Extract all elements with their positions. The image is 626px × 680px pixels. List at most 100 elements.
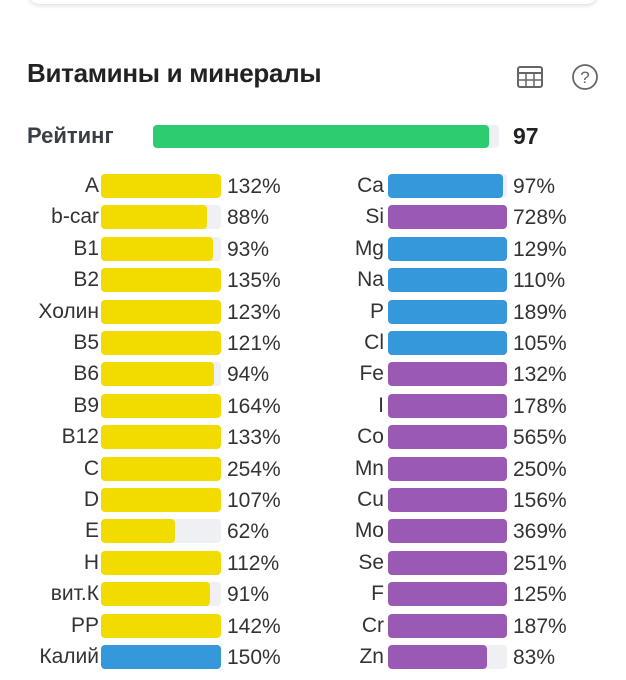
nutrient-row: Na 110% <box>0 267 626 293</box>
nutrient-bar <box>101 613 221 638</box>
nutrient-percent: 97% <box>513 175 556 198</box>
nutrient-percent: 132% <box>513 363 567 387</box>
nutrient-bar <box>101 488 221 512</box>
nutrient-bar-fill <box>388 488 507 512</box>
rating-bar-fill <box>153 125 489 148</box>
nutrient-bar-fill <box>388 456 507 481</box>
nutrient-bar <box>101 362 221 387</box>
nutrient-label: B6 <box>73 362 99 386</box>
nutrient-percent: 728% <box>513 206 567 230</box>
nutrient-percent: 142% <box>227 614 281 638</box>
previous-card-edge <box>28 0 598 4</box>
nutrient-bar <box>388 645 507 669</box>
nutrient-label: B2 <box>73 268 99 292</box>
nutrient-percent: 121% <box>227 332 281 355</box>
nutrient-label: C <box>83 456 99 480</box>
nutrient-bar-fill <box>388 550 507 575</box>
nutrient-label: Na <box>357 268 384 292</box>
nutrient-label: P <box>369 299 384 323</box>
nutrient-row: Ca 97% <box>0 173 626 199</box>
nutrient-percent: 132% <box>227 175 281 198</box>
nutrient-row: Mn 250% <box>0 456 626 482</box>
nutrient-row: Co 565% <box>0 424 626 450</box>
nutrient-percent: 156% <box>513 489 567 512</box>
nutrient-label: Co <box>357 425 384 449</box>
nutrient-label: Mo <box>354 519 384 543</box>
nutrient-row: A 132% <box>0 173 626 199</box>
nutrient-bar-fill <box>101 268 221 293</box>
nutrient-row: Fe 132% <box>0 361 626 387</box>
nutrient-label: A <box>84 174 99 197</box>
nutrient-label: Zn <box>359 645 384 668</box>
nutrient-bar <box>388 236 507 261</box>
nutrient-bar-fill <box>101 299 221 324</box>
nutrient-row: PP 142% <box>0 613 626 639</box>
nutrient-label: B5 <box>73 331 99 354</box>
nutrient-bar-fill <box>101 393 221 418</box>
nutrient-bar-fill <box>101 488 221 512</box>
nutrient-percent: 110% <box>513 269 566 293</box>
nutrient-bar <box>101 268 221 293</box>
nutrient-label: Холин <box>38 299 99 323</box>
nutrient-label: B9 <box>73 393 99 417</box>
nutrient-label: I <box>378 393 384 417</box>
nutrient-bar-fill <box>388 362 507 387</box>
nutrient-bar-fill <box>101 613 221 638</box>
nutrient-row: b-car 88% <box>0 204 626 230</box>
nutrient-bar <box>388 488 507 512</box>
nutrient-percent: 369% <box>513 520 567 544</box>
nutrient-percent: 93% <box>227 237 270 261</box>
nutrient-row: H 112% <box>0 550 626 576</box>
table-icon[interactable] <box>516 63 544 91</box>
nutrient-bar-fill <box>388 519 507 544</box>
help-circle-icon[interactable]: ? <box>571 63 599 91</box>
nutrient-percent: 112% <box>227 551 280 575</box>
nutrient-percent: 254% <box>227 457 281 481</box>
nutrient-row: B1 93% <box>0 236 626 262</box>
nutrient-bar <box>388 299 507 324</box>
nutrient-label: B1 <box>73 236 99 260</box>
nutrient-row: D 107% <box>0 487 626 513</box>
nutrient-bar <box>388 425 507 450</box>
nutrient-percent: 250% <box>513 457 567 481</box>
nutrient-percent: 62% <box>227 520 270 544</box>
nutrient-label: Mg <box>354 236 384 260</box>
nutrient-label: Cl <box>364 331 384 354</box>
nutrient-bar <box>101 299 221 324</box>
nutrient-row: Si 728% <box>0 204 626 230</box>
nutrient-bar <box>388 613 507 638</box>
nutrient-bar-fill <box>388 582 507 607</box>
nutrient-row: I 178% <box>0 393 626 419</box>
nutrient-row: P 189% <box>0 299 626 325</box>
nutrient-bar <box>101 456 221 481</box>
nutrient-label: Cr <box>361 613 384 637</box>
nutrient-percent: 125% <box>513 583 567 607</box>
nutrient-label: Mn <box>354 456 384 480</box>
nutrient-bar-fill <box>101 645 221 669</box>
nutrient-percent: 565% <box>513 426 567 450</box>
nutrient-bar-fill <box>101 362 214 387</box>
nutrient-percent: 189% <box>513 300 567 324</box>
nutrient-bar <box>388 550 507 575</box>
nutrient-bar <box>388 519 507 544</box>
nutrient-row: Холин 123% <box>0 299 626 325</box>
nutrient-bar-fill <box>101 582 211 607</box>
nutrient-label: Si <box>365 205 384 229</box>
nutrient-bar-fill <box>388 236 507 261</box>
nutrient-percent: 178% <box>513 394 567 418</box>
rating-value: 97 <box>513 123 539 149</box>
nutrient-percent: 91% <box>227 583 270 607</box>
nutrient-bar-fill <box>101 550 221 575</box>
nutrient-bar <box>101 519 221 544</box>
nutrient-row: Cu 156% <box>0 487 626 513</box>
nutrient-bar-fill <box>101 205 207 230</box>
nutrient-bar-fill <box>388 174 504 198</box>
nutrient-bar <box>101 393 221 418</box>
nutrient-label: F <box>371 582 384 606</box>
nutrient-label: PP <box>70 613 99 637</box>
nutrient-bar <box>101 645 221 669</box>
nutrient-label: H <box>83 550 99 574</box>
nutrient-bar <box>101 174 221 198</box>
nutrient-bar-fill <box>388 393 507 418</box>
nutrient-row: вит.К 91% <box>0 581 626 607</box>
